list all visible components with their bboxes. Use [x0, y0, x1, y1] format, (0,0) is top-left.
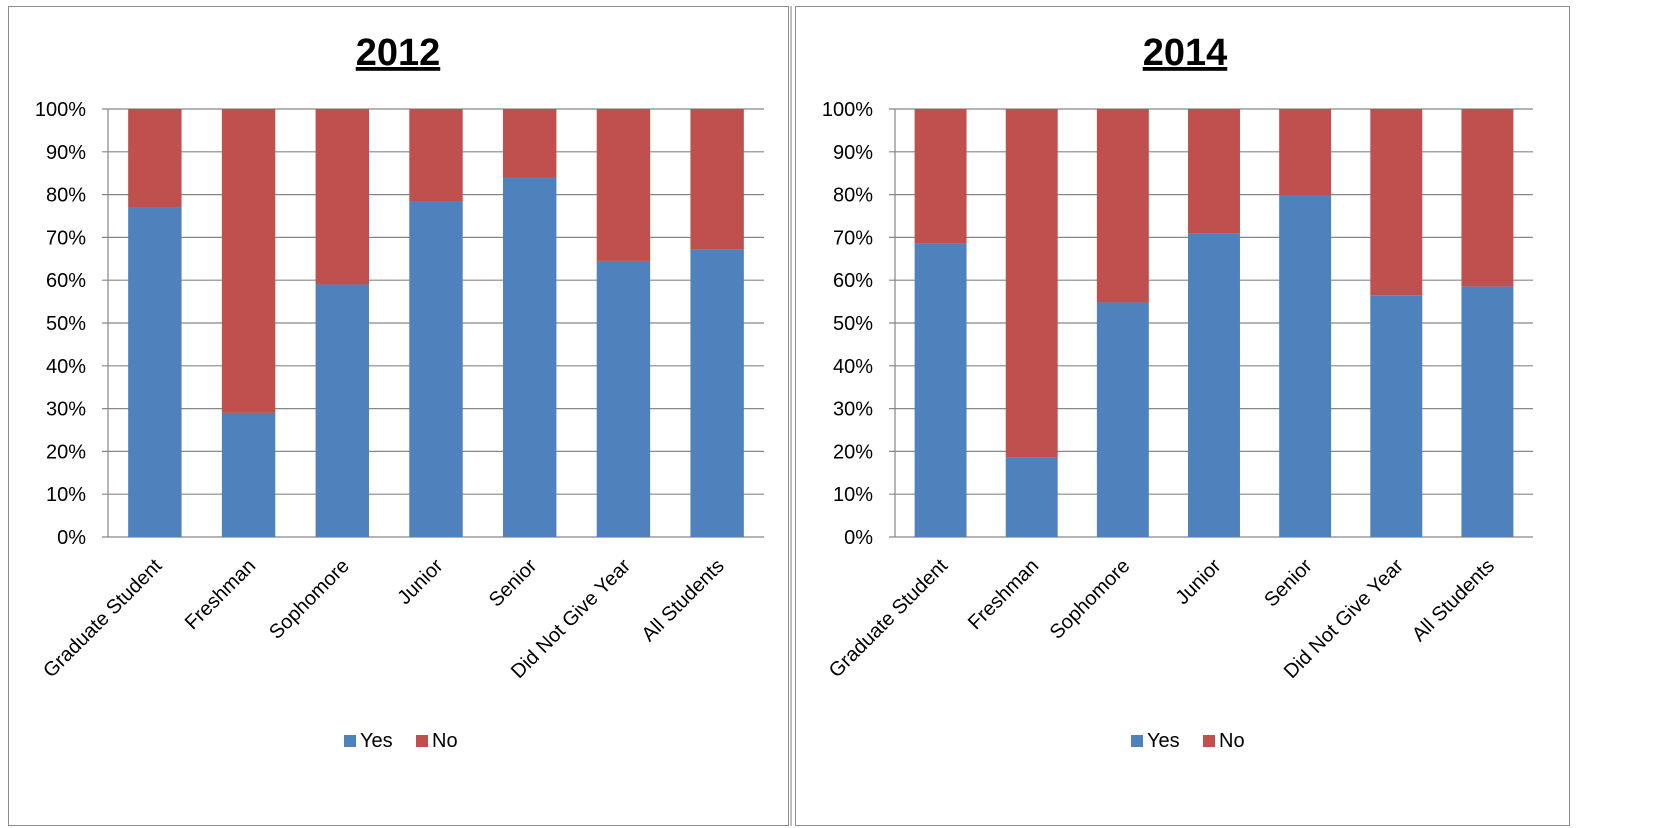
x-category-label: Junior: [393, 555, 447, 609]
legend-swatch-no: [416, 735, 428, 747]
bar-no-all-students: [690, 109, 744, 250]
stacked-bar-chart-2014: 2014 0% 10% 20% 30% 40% 50% 60% 70% 80% 90% 100% Gra…: [822, 32, 1533, 752]
bar-no-all-students: [1461, 109, 1514, 287]
x-category-label: Sophomore: [1046, 555, 1135, 644]
y-tick-label: 20%: [46, 441, 86, 463]
x-category-label: Junior: [1171, 555, 1225, 609]
bar-no-sophomore: [315, 109, 369, 285]
legend-label-yes: Yes: [1147, 730, 1180, 752]
y-tick-label: 80%: [833, 185, 873, 207]
y-tick-label: 90%: [833, 142, 873, 164]
bar-no-junior: [409, 109, 463, 202]
y-tick-label: 40%: [833, 356, 873, 378]
bar-yes-senior: [1279, 195, 1332, 537]
y-tick-label: 0%: [844, 527, 873, 549]
x-category-label: Senior: [485, 555, 542, 612]
bar-no-freshman: [221, 109, 276, 413]
bar-no-senior: [1279, 109, 1332, 196]
bar-no-senior: [503, 109, 557, 178]
y-tick-label: 10%: [833, 484, 873, 506]
bar-no-junior: [1188, 109, 1240, 234]
bar-yes-all-students: [690, 249, 744, 537]
y-tick-label: 90%: [46, 142, 86, 164]
bar-yes-did-not-give-year: [1370, 295, 1423, 537]
bar-yes-all-students: [1461, 286, 1514, 537]
x-category-label: Freshman: [964, 555, 1043, 634]
legend-swatch-yes: [1131, 735, 1143, 747]
y-tick-label: 100%: [35, 99, 86, 121]
chart-panel-2014: 2014 0% 10% 20% 30% 40% 50% 60% 70% 80% 90% 100% Gra…: [795, 6, 1570, 826]
bar-no-did-not-give-year: [1370, 109, 1423, 296]
y-tick-label: 20%: [833, 441, 873, 463]
legend-label-yes: Yes: [360, 730, 393, 752]
bar-yes-freshman: [1005, 457, 1058, 537]
y-tick-label: 50%: [833, 313, 873, 335]
y-tick-label: 30%: [46, 399, 86, 421]
bar-yes-senior: [503, 177, 557, 538]
y-tick-label: 0%: [57, 527, 86, 549]
y-tick-label: 60%: [46, 270, 86, 292]
y-tick-label: 80%: [46, 185, 86, 207]
legend-swatch-yes: [344, 735, 356, 747]
panel-divider: [790, 6, 792, 826]
bar-yes-graduate-student: [128, 207, 182, 537]
bar-yes-freshman: [221, 412, 276, 537]
x-category-label: Freshman: [181, 555, 260, 634]
x-category-label: Graduate Student: [39, 555, 167, 683]
bar-no-graduate-student: [914, 109, 967, 244]
bar-no-sophomore: [1096, 109, 1149, 303]
stacked-bar-chart-2012: 2012 0% 10% 20% 30% 40% 50% 60% 70% 80% 90% 100% Gra…: [35, 32, 764, 752]
y-tick-label: 50%: [46, 313, 86, 335]
legend-label-no: No: [432, 730, 458, 752]
y-tick-label: 10%: [46, 484, 86, 506]
y-tick-label: 40%: [46, 356, 86, 378]
y-tick-label: 30%: [833, 399, 873, 421]
x-category-label: Sophomore: [265, 555, 354, 644]
x-category-label: All Students: [1408, 555, 1499, 646]
legend-swatch-no: [1203, 735, 1215, 747]
bar-yes-did-not-give-year: [596, 260, 651, 537]
y-tick-label: 100%: [822, 99, 873, 121]
legend-label-no: No: [1219, 730, 1245, 752]
chart-title: 2014: [1143, 32, 1228, 74]
bar-no-graduate-student: [128, 109, 182, 208]
bar-no-freshman: [1005, 109, 1058, 458]
bar-yes-sophomore: [1096, 302, 1149, 537]
y-tick-label: 70%: [833, 227, 873, 249]
bar-no-did-not-give-year: [596, 109, 651, 261]
chart-panel-2012: 2012 0% 10% 20% 30% 40% 50% 60% 70% 80% 90% 100% Gra…: [8, 6, 789, 826]
y-tick-label: 70%: [46, 227, 86, 249]
x-category-label: All Students: [638, 555, 729, 646]
bar-yes-graduate-student: [914, 243, 967, 537]
y-tick-label: 60%: [833, 270, 873, 292]
x-category-label: Senior: [1260, 555, 1317, 612]
bar-yes-sophomore: [315, 284, 369, 537]
x-category-label: Graduate Student: [825, 555, 953, 683]
bar-yes-junior: [409, 201, 463, 537]
chart-title: 2012: [356, 32, 441, 74]
bar-yes-junior: [1188, 233, 1240, 537]
